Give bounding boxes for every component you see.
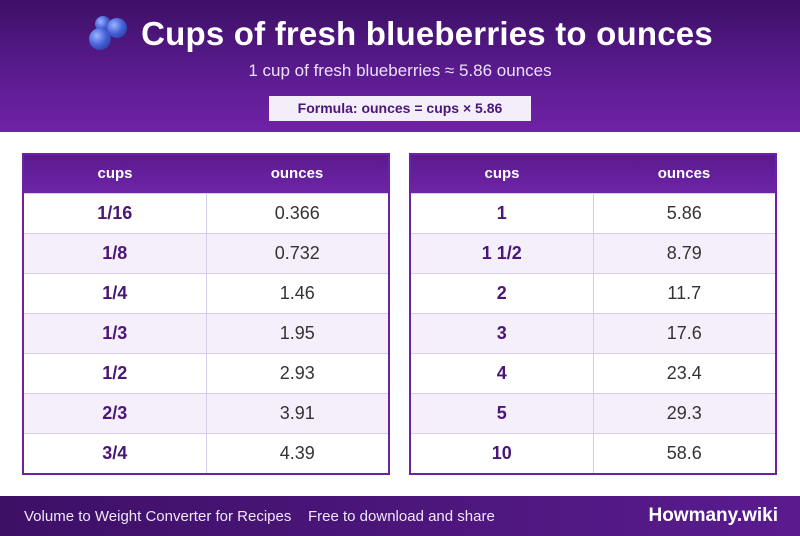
- formula-badge: Formula: ounces = cups × 5.86: [269, 96, 531, 121]
- footer-share-text: Free to download and share: [308, 507, 495, 525]
- cups-cell: 5: [411, 392, 594, 433]
- cups-cell: 4: [411, 352, 594, 393]
- table-row: 10 58.6: [411, 432, 775, 473]
- page-subtitle: 1 cup of fresh blueberries ≈ 5.86 ounces: [248, 61, 552, 80]
- column-header-cups: cups: [411, 155, 593, 193]
- footer-bar: Volume to Weight Converter for Recipes F…: [0, 496, 800, 536]
- ounces-cell: 1.95: [206, 312, 388, 353]
- blueberries-icon: [87, 14, 131, 54]
- ounces-cell: 8.79: [593, 232, 775, 273]
- ounces-cell: 29.3: [593, 392, 775, 433]
- column-header-cups: cups: [24, 155, 206, 193]
- cups-cell: 2: [411, 272, 594, 313]
- ounces-cell: 58.6: [593, 432, 775, 473]
- table-row: 1/4 1.46: [24, 272, 388, 313]
- ounces-cell: 4.39: [206, 432, 388, 473]
- cups-cell: 3: [411, 312, 594, 353]
- table-row: 1 5.86: [411, 192, 775, 233]
- cups-cell: 1/3: [24, 312, 207, 353]
- ounces-cell: 1.46: [206, 272, 388, 313]
- conversion-table-right: cups ounces 1 5.86 1 1/2 8.79 2 11.7 3 17.6 …: [409, 153, 777, 475]
- cups-cell: 1/16: [24, 192, 207, 233]
- ounces-cell: 5.86: [593, 192, 775, 233]
- column-header-ounces: ounces: [206, 155, 388, 193]
- cups-cell: 1 1/2: [411, 232, 594, 273]
- cups-cell: 2/3: [24, 392, 207, 433]
- ounces-cell: 2.93: [206, 352, 388, 393]
- table-row: 4 23.4: [411, 352, 775, 393]
- header-banner: Cups of fresh blueberries to ounces 1 cu…: [0, 0, 800, 132]
- cups-cell: 1/2: [24, 352, 207, 393]
- cups-cell: 1/4: [24, 272, 207, 313]
- ounces-cell: 17.6: [593, 312, 775, 353]
- ounces-cell: 0.366: [206, 192, 388, 233]
- table-row: 3/4 4.39: [24, 432, 388, 473]
- ounces-cell: 0.732: [206, 232, 388, 273]
- cups-cell: 1/8: [24, 232, 207, 273]
- table-row: 5 29.3: [411, 392, 775, 433]
- ounces-cell: 3.91: [206, 392, 388, 433]
- table-row: 2/3 3.91: [24, 392, 388, 433]
- table-row: 1/3 1.95: [24, 312, 388, 353]
- brand-logo[interactable]: Howmany.wiki: [648, 505, 778, 526]
- title-row: Cups of fresh blueberries to ounces: [0, 14, 800, 54]
- table-row: 1/16 0.366: [24, 192, 388, 233]
- page-title: Cups of fresh blueberries to ounces: [141, 15, 713, 52]
- ounces-cell: 23.4: [593, 352, 775, 393]
- cups-cell: 1: [411, 192, 594, 233]
- cups-cell: 10: [411, 432, 594, 473]
- table-row: 1 1/2 8.79: [411, 232, 775, 273]
- ounces-cell: 11.7: [593, 272, 775, 313]
- table-row: 1/8 0.732: [24, 232, 388, 273]
- table-row: 1/2 2.93: [24, 352, 388, 393]
- conversion-table-left: cups ounces 1/16 0.366 1/8 0.732 1/4 1.46 1…: [22, 153, 390, 475]
- footer-converter-link[interactable]: Volume to Weight Converter for Recipes: [24, 507, 292, 525]
- table-row: 3 17.6: [411, 312, 775, 353]
- table-row: 2 11.7: [411, 272, 775, 313]
- column-header-ounces: ounces: [593, 155, 775, 193]
- cups-cell: 3/4: [24, 432, 207, 473]
